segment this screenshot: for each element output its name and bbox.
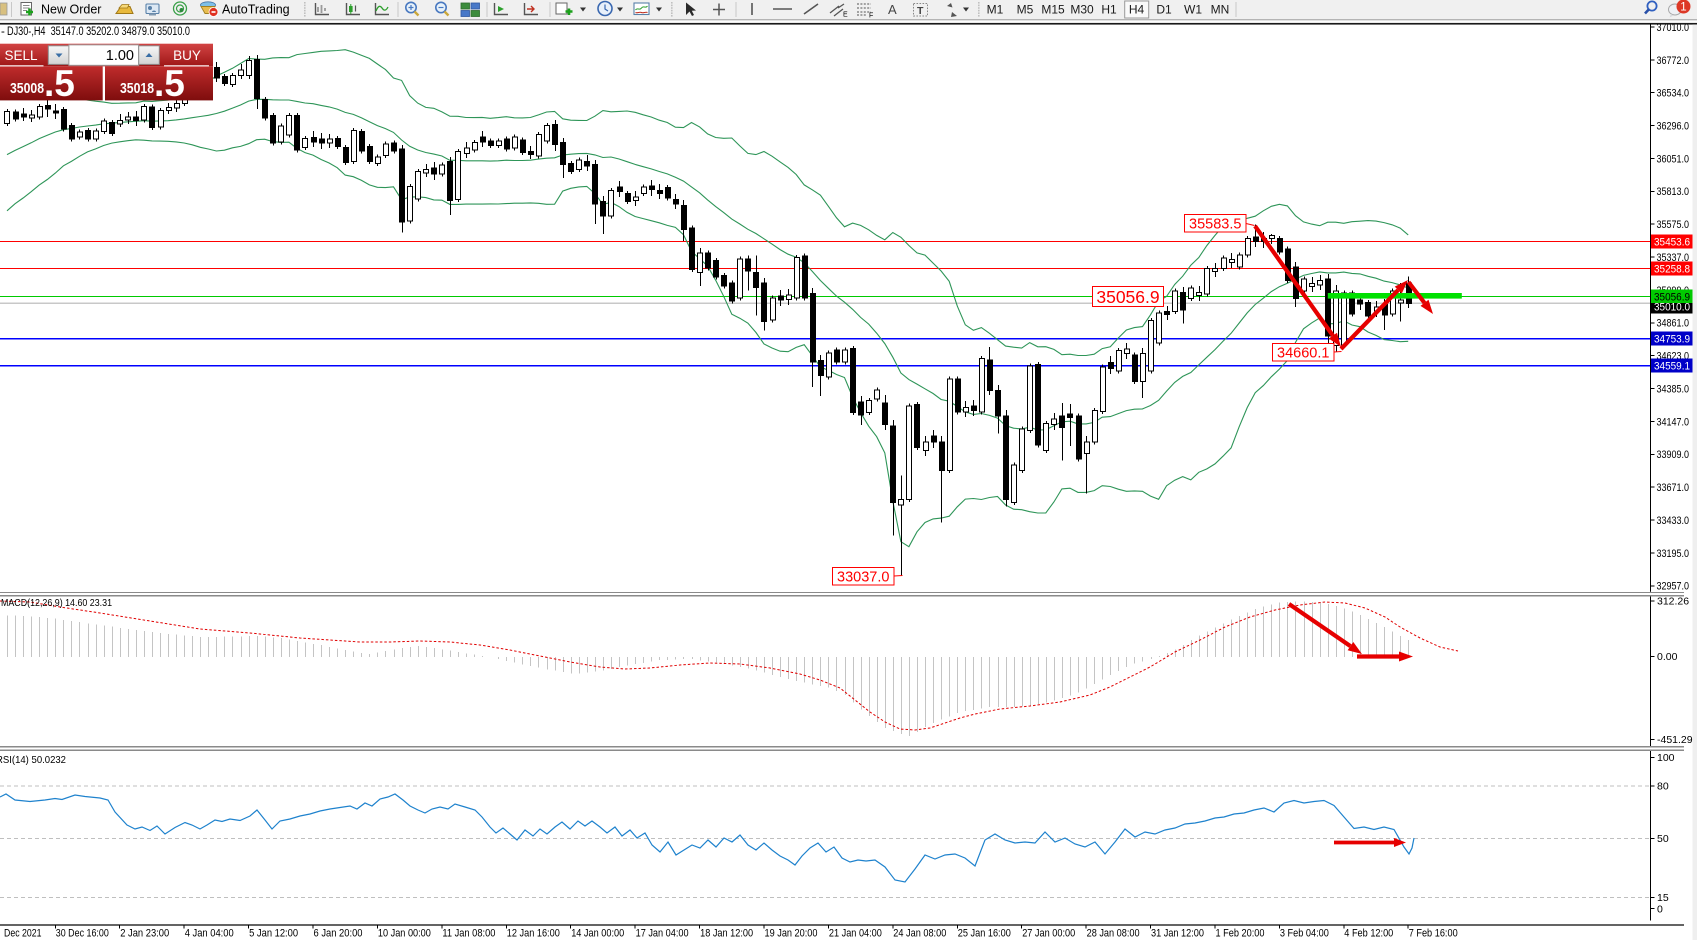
svg-text:15: 15 (1657, 892, 1669, 904)
svg-text:12 Jan 16:00: 12 Jan 16:00 (507, 928, 560, 940)
svg-text:A: A (888, 2, 897, 17)
svg-text:50: 50 (1657, 833, 1669, 845)
svg-text:35018: 35018 (120, 80, 154, 97)
svg-text:37010.0: 37010.0 (1657, 22, 1690, 34)
svg-text:-451.29: -451.29 (1657, 734, 1693, 746)
svg-text:34385.0: 34385.0 (1657, 384, 1690, 396)
svg-text:DJ30-,H4 35147.0 35202.0 3487: DJ30-,H4 35147.0 35202.0 34879.0 35010.0 (7, 26, 190, 38)
svg-text:35258.8: 35258.8 (1654, 264, 1690, 276)
svg-text:-: - (1, 26, 5, 38)
svg-text:33195.0: 33195.0 (1657, 548, 1690, 560)
svg-text:7 Feb 16:00: 7 Feb 16:00 (1409, 928, 1458, 940)
svg-text:0: 0 (1657, 903, 1663, 915)
svg-text:M15: M15 (1041, 3, 1065, 17)
svg-text:RSI(14) 50.0232: RSI(14) 50.0232 (0, 754, 66, 766)
svg-text:1: 1 (1680, 2, 1686, 14)
svg-text:34753.9: 34753.9 (1654, 334, 1690, 346)
svg-text:2 Jan 23:00: 2 Jan 23:00 (120, 928, 169, 940)
svg-text:312.26: 312.26 (1657, 596, 1689, 608)
svg-text:100: 100 (1657, 752, 1675, 764)
svg-text:35813.0: 35813.0 (1657, 186, 1690, 198)
svg-text:33909.0: 33909.0 (1657, 449, 1690, 461)
svg-text:21 Jan 04:00: 21 Jan 04:00 (829, 928, 882, 940)
svg-text:18 Jan 12:00: 18 Jan 12:00 (700, 928, 753, 940)
svg-text:AutoTrading: AutoTrading (222, 3, 290, 17)
svg-text:33433.0: 33433.0 (1657, 515, 1690, 527)
svg-text:5 Jan 12:00: 5 Jan 12:00 (249, 928, 298, 940)
svg-text:35337.0: 35337.0 (1657, 252, 1690, 264)
svg-text:27 Jan 00:00: 27 Jan 00:00 (1022, 928, 1075, 940)
svg-text:1.00: 1.00 (106, 48, 134, 64)
svg-text:34147.0: 34147.0 (1657, 416, 1690, 428)
svg-text:H1: H1 (1101, 3, 1117, 17)
svg-text:H4: H4 (1129, 3, 1145, 17)
svg-text:28 Jan 08:00: 28 Jan 08:00 (1087, 928, 1140, 940)
svg-text:35056.9: 35056.9 (1096, 287, 1159, 307)
svg-text:E: E (843, 12, 848, 19)
svg-text:33037.0: 33037.0 (837, 569, 889, 585)
svg-text:36772.0: 36772.0 (1657, 55, 1690, 67)
svg-text:SELL: SELL (4, 48, 38, 63)
svg-text:34559.1: 34559.1 (1654, 361, 1690, 373)
svg-text:35056.9: 35056.9 (1654, 291, 1690, 303)
svg-text:35575.0: 35575.0 (1657, 219, 1690, 231)
svg-text:6 Jan 20:00: 6 Jan 20:00 (314, 928, 363, 940)
svg-text:35583.5: 35583.5 (1189, 216, 1241, 232)
svg-text:19 Jan 20:00: 19 Jan 20:00 (765, 928, 818, 940)
svg-text:BUY: BUY (173, 48, 201, 63)
svg-text:32957.0: 32957.0 (1657, 581, 1690, 593)
svg-text:M1: M1 (987, 3, 1004, 17)
svg-text:17 Jan 04:00: 17 Jan 04:00 (636, 928, 689, 940)
svg-text:36534.0: 36534.0 (1657, 88, 1690, 100)
svg-text:W1: W1 (1184, 3, 1202, 17)
svg-text:M30: M30 (1070, 3, 1094, 17)
svg-text:1 Feb 20:00: 1 Feb 20:00 (1216, 928, 1265, 940)
svg-text:F: F (869, 13, 873, 20)
svg-text:34660.1: 34660.1 (1277, 345, 1329, 361)
svg-text:35010.0: 35010.0 (1654, 302, 1690, 314)
svg-text:34861.0: 34861.0 (1657, 318, 1690, 330)
svg-text:24 Jan 08:00: 24 Jan 08:00 (893, 928, 946, 940)
svg-text:MN: MN (1211, 3, 1230, 17)
svg-text:0.00: 0.00 (1657, 651, 1678, 663)
svg-text:MACD(12,26,9) 14.60 23.31: MACD(12,26,9) 14.60 23.31 (1, 597, 112, 609)
svg-text:New Order: New Order (41, 3, 101, 17)
svg-text:Dec 2021: Dec 2021 (4, 928, 42, 940)
svg-text:33671.0: 33671.0 (1657, 482, 1690, 494)
svg-text:30 Dec 16:00: 30 Dec 16:00 (56, 928, 109, 940)
svg-text:M5: M5 (1017, 3, 1034, 17)
svg-text:31 Jan 12:00: 31 Jan 12:00 (1151, 928, 1204, 940)
svg-text:36051.0: 36051.0 (1657, 153, 1690, 165)
svg-text:35453.6: 35453.6 (1654, 237, 1690, 249)
svg-text:4 Feb 12:00: 4 Feb 12:00 (1344, 928, 1393, 940)
svg-text:D1: D1 (1156, 3, 1172, 17)
svg-text:36296.0: 36296.0 (1657, 121, 1690, 133)
svg-text:3 Feb 04:00: 3 Feb 04:00 (1280, 928, 1329, 940)
svg-text:T: T (917, 5, 924, 17)
svg-text:.5: .5 (44, 63, 75, 104)
svg-text:11 Jan 08:00: 11 Jan 08:00 (442, 928, 495, 940)
svg-text:14 Jan 00:00: 14 Jan 00:00 (571, 928, 624, 940)
svg-text:80: 80 (1657, 781, 1669, 793)
svg-text:35008: 35008 (10, 80, 44, 97)
svg-text:25 Jan 16:00: 25 Jan 16:00 (958, 928, 1011, 940)
svg-text:4 Jan 04:00: 4 Jan 04:00 (185, 928, 234, 940)
svg-text:.5: .5 (154, 63, 185, 104)
svg-text:10 Jan 00:00: 10 Jan 00:00 (378, 928, 431, 940)
